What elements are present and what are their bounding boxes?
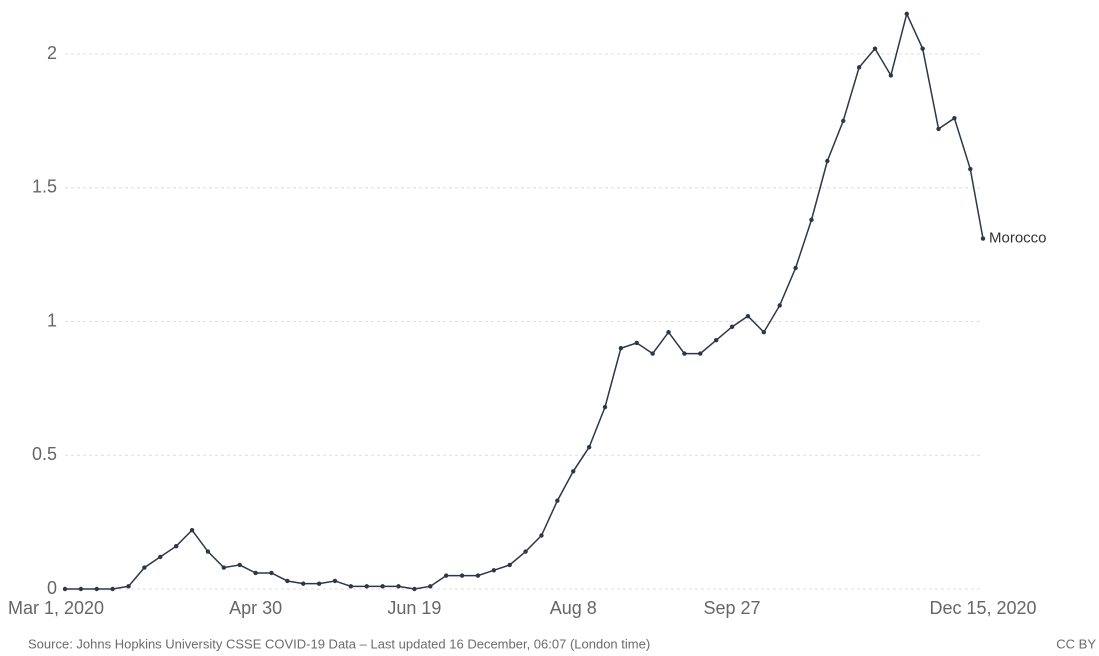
- point: [872, 46, 878, 51]
- x-tick-label: Mar 1, 2020: [8, 598, 104, 618]
- point: [856, 65, 862, 70]
- point: [428, 584, 433, 589]
- point: [173, 544, 179, 549]
- point: [237, 562, 242, 568]
- point: [443, 573, 449, 578]
- point: [110, 586, 115, 592]
- point: [332, 578, 338, 584]
- point: [62, 586, 68, 592]
- point: [253, 570, 258, 576]
- point: [841, 118, 846, 124]
- point: [221, 565, 227, 570]
- point: [380, 584, 385, 589]
- point: [491, 568, 497, 573]
- series-label: Morocco: [989, 230, 1047, 247]
- point: [650, 351, 655, 356]
- point: [459, 573, 465, 578]
- point: [412, 586, 417, 592]
- point: [285, 578, 290, 584]
- point: [968, 166, 973, 172]
- point: [809, 217, 814, 223]
- point: [539, 533, 544, 538]
- point: [825, 158, 830, 164]
- point: [602, 404, 608, 410]
- point: [316, 581, 322, 586]
- point: [777, 303, 782, 308]
- point: [475, 573, 481, 578]
- point: [301, 581, 306, 586]
- point: [205, 549, 211, 554]
- point: [936, 126, 941, 132]
- point: [142, 565, 147, 570]
- point: [952, 116, 957, 121]
- point: [364, 584, 369, 589]
- point: [713, 338, 719, 343]
- point: [189, 527, 195, 533]
- y-tick-label: 1.5: [32, 177, 57, 197]
- point: [507, 562, 512, 568]
- source-note: Source: Johns Hopkins University CSSE CO…: [28, 636, 650, 651]
- license[interactable]: CC BY: [1056, 636, 1096, 651]
- point: [793, 265, 798, 271]
- point: [682, 351, 687, 356]
- x-tick-label: Dec 15, 2020: [929, 598, 1036, 618]
- point: [666, 330, 671, 335]
- point: [761, 330, 767, 335]
- point: [698, 351, 703, 356]
- point: [94, 586, 99, 592]
- x-tick-label: Aug 8: [550, 598, 597, 618]
- point: [555, 498, 560, 503]
- y-tick-label: 2: [47, 43, 57, 63]
- point: [745, 313, 751, 319]
- point: [348, 584, 354, 589]
- point: [634, 340, 639, 346]
- point: [158, 554, 163, 560]
- point: [729, 324, 735, 330]
- line: [65, 11, 984, 590]
- point: [523, 549, 528, 554]
- point: [396, 584, 401, 589]
- x-tick-label: Jun 19: [387, 598, 441, 618]
- y-tick-label: 0.5: [32, 444, 57, 464]
- y-tick-label: 0: [47, 578, 57, 598]
- point: [571, 469, 576, 474]
- point: [920, 46, 925, 51]
- point: [269, 570, 274, 576]
- point: [980, 236, 986, 241]
- point: [78, 586, 84, 592]
- point: [904, 11, 909, 17]
- point: [126, 584, 131, 589]
- x-tick-label: Apr 30: [229, 598, 282, 618]
- point: [618, 346, 624, 351]
- point: [586, 445, 592, 450]
- point: [888, 73, 894, 78]
- x-tick-label: Sep 27: [704, 598, 761, 618]
- y-tick-label: 1: [47, 310, 57, 330]
